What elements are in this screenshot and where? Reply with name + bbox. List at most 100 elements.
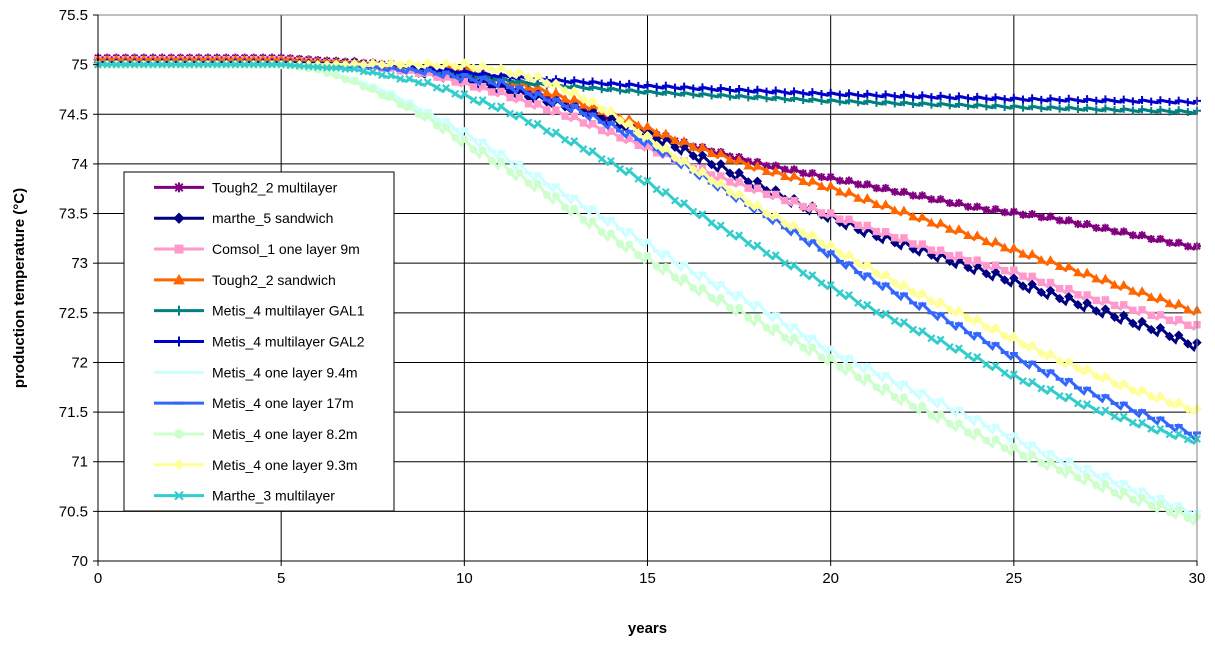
legend-label: Metis_4 multilayer GAL2 [212,334,365,350]
series-marker [1165,238,1174,247]
series-marker [1119,379,1129,389]
series-marker [936,410,945,419]
series-marker [771,323,780,332]
series-marker [1101,95,1110,104]
series-marker [176,60,185,69]
series-marker [1083,400,1092,409]
series-marker [1092,223,1101,232]
series-marker [1091,371,1101,381]
series-marker [1174,506,1183,515]
series-marker [533,100,542,108]
series-marker [1054,356,1065,366]
series-marker [762,161,771,170]
series-marker [1110,227,1119,236]
series-marker [926,217,937,227]
series-marker [753,85,762,94]
legend-label: Tough2_2 multilayer [212,179,338,195]
series-marker [945,198,954,207]
y-tick-label: 70.5 [59,503,88,520]
legend-item: Metis_4 multilayer GAL2 [154,334,365,350]
series-marker [1183,98,1192,107]
series-marker [459,58,470,68]
series-marker [927,334,936,343]
series-marker [770,165,781,175]
series-marker [853,193,863,202]
series-marker [972,314,982,324]
series-marker [477,60,488,71]
series-marker [680,274,689,282]
x-tick-label: 25 [1005,570,1022,587]
series-marker [552,192,560,201]
series-marker [981,236,992,246]
series-marker [579,78,588,87]
series-marker [569,93,580,103]
series-marker [1146,324,1156,335]
series-marker [927,195,936,204]
series-marker [899,318,908,327]
series-marker [909,240,917,248]
series-marker [1018,95,1027,104]
series-marker [1064,103,1073,112]
series-marker [689,84,698,93]
y-tick-label: 71 [71,454,88,471]
series-marker [935,297,946,307]
x-tick-label: 0 [94,570,102,587]
series-marker [808,169,817,178]
series-marker [772,190,780,199]
series-marker [735,303,743,312]
series-marker [1037,213,1046,222]
series-marker [790,94,799,103]
series-marker [670,152,680,163]
series-marker [1129,306,1137,315]
series-marker [103,60,112,69]
series-marker [597,79,606,88]
series-marker [1184,321,1192,329]
series-marker [552,106,560,114]
series-marker [1128,318,1138,329]
series-marker [689,207,698,216]
series-marker [999,242,1010,252]
legend-item: Metis_4 one layer 9.3m [154,457,358,473]
series-marker [130,60,139,69]
series-marker [1009,442,1018,451]
series-marker [679,155,689,166]
series-marker [561,135,570,144]
series-marker [771,210,781,220]
y-axis-title: production temperature (°C) [11,188,28,388]
series-marker [863,97,872,106]
series-marker [423,78,432,87]
series-marker [918,326,927,335]
series-marker [990,323,1001,333]
series-marker [716,84,725,93]
series-marker [616,164,625,173]
legend: Tough2_2 multilayer marthe_5 sandwich Coms… [123,171,395,512]
series-marker [826,353,835,362]
series-marker [1054,293,1065,304]
legend-item: Marthe_3 multilayer [154,488,335,504]
series-marker [1055,104,1064,113]
series-marker [826,95,835,104]
series-marker [332,71,341,80]
series-marker [973,100,982,109]
series-marker [1018,248,1028,258]
series-marker [735,178,743,186]
series-marker [332,64,341,72]
series-marker [799,203,807,211]
series-marker [790,196,798,205]
series-marker [542,127,551,136]
series-marker [368,58,378,69]
series-layer [93,53,1202,527]
series-marker [167,60,176,69]
series-marker [807,175,818,185]
series-marker [386,58,396,68]
series-marker [890,99,899,108]
series-marker [1100,371,1111,382]
series-marker [661,143,671,153]
series-marker [881,227,890,236]
series-marker [680,199,689,208]
series-marker [1137,385,1147,395]
series-marker [817,172,826,181]
series-marker [835,363,844,372]
series-marker [1055,96,1064,105]
series-marker [899,90,908,99]
